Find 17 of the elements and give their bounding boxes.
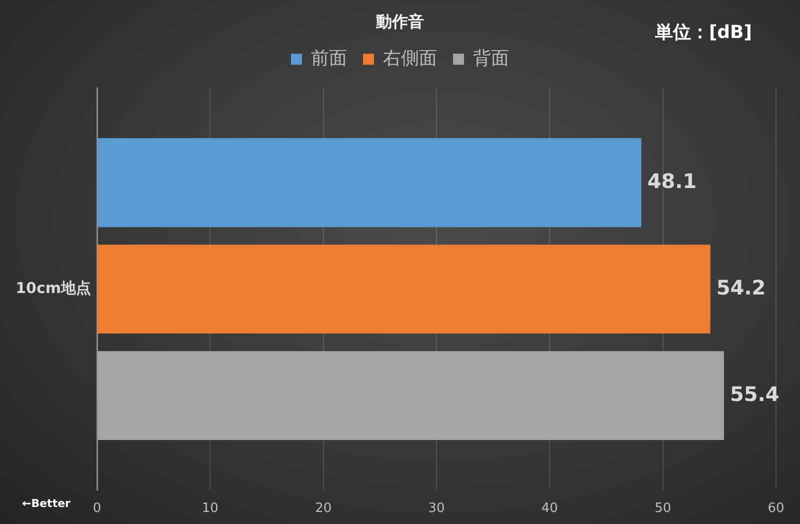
legend-label: 前面 xyxy=(311,48,347,69)
chart-title: 動作音 xyxy=(375,12,424,31)
x-tick-label: 0 xyxy=(92,501,102,516)
text: ←Better xyxy=(22,497,70,510)
legend-label: 背面 xyxy=(473,48,509,69)
y-tick-label: 10cm地点 xyxy=(16,278,91,297)
x-tick-label: 10 xyxy=(202,501,218,516)
text: 単位：[dB] xyxy=(654,21,752,44)
x-tick-label: 40 xyxy=(541,501,558,516)
data-label: 48.1 xyxy=(647,168,697,193)
x-tick-label: 60 xyxy=(768,501,784,516)
x-tick-label: 30 xyxy=(428,501,445,516)
data-label: 54.2 xyxy=(716,275,766,300)
x-tick-label: 50 xyxy=(654,501,672,516)
data-label: 55.4 xyxy=(730,382,780,406)
x-tick-label: 20 xyxy=(315,501,332,516)
legend-label: 右側面 xyxy=(383,48,437,69)
